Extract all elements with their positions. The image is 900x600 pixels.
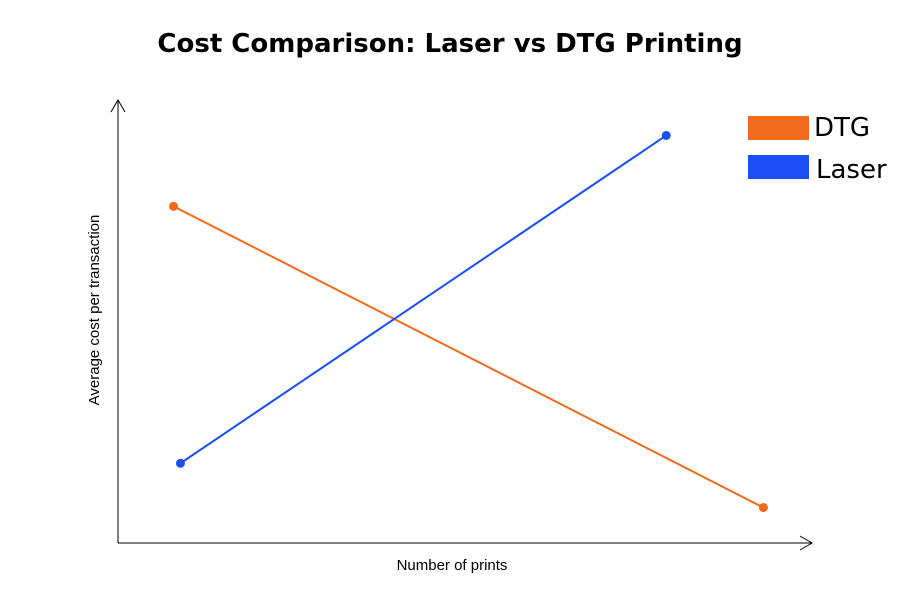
data-point-laser-1: [175, 458, 185, 468]
x-axis-arrow-icon: [799, 535, 813, 551]
data-point-laser-2: [661, 130, 671, 140]
x-axis-label: Number of prints: [397, 557, 508, 574]
series-line-laser: [179, 134, 667, 465]
series-layer: [169, 130, 768, 513]
y-axis-label: Average cost per transaction: [86, 215, 103, 406]
y-axis: [110, 99, 126, 543]
series-line-dtg: [173, 205, 764, 509]
legend-label-laser: Laser: [816, 155, 887, 185]
legend-label-dtg: DTG: [814, 113, 870, 143]
series-laser: [175, 130, 671, 468]
x-axis: [118, 535, 813, 551]
legend-swatch-dtg: [748, 116, 809, 140]
data-point-dtg-2: [758, 503, 768, 513]
series-dtg: [169, 201, 768, 513]
legend: DTG Laser: [748, 113, 887, 185]
chart-title: Cost Comparison: Laser vs DTG Printing: [157, 29, 742, 59]
data-point-dtg-1: [169, 201, 179, 211]
y-axis-arrow-icon: [110, 99, 126, 113]
legend-swatch-laser: [748, 155, 809, 179]
